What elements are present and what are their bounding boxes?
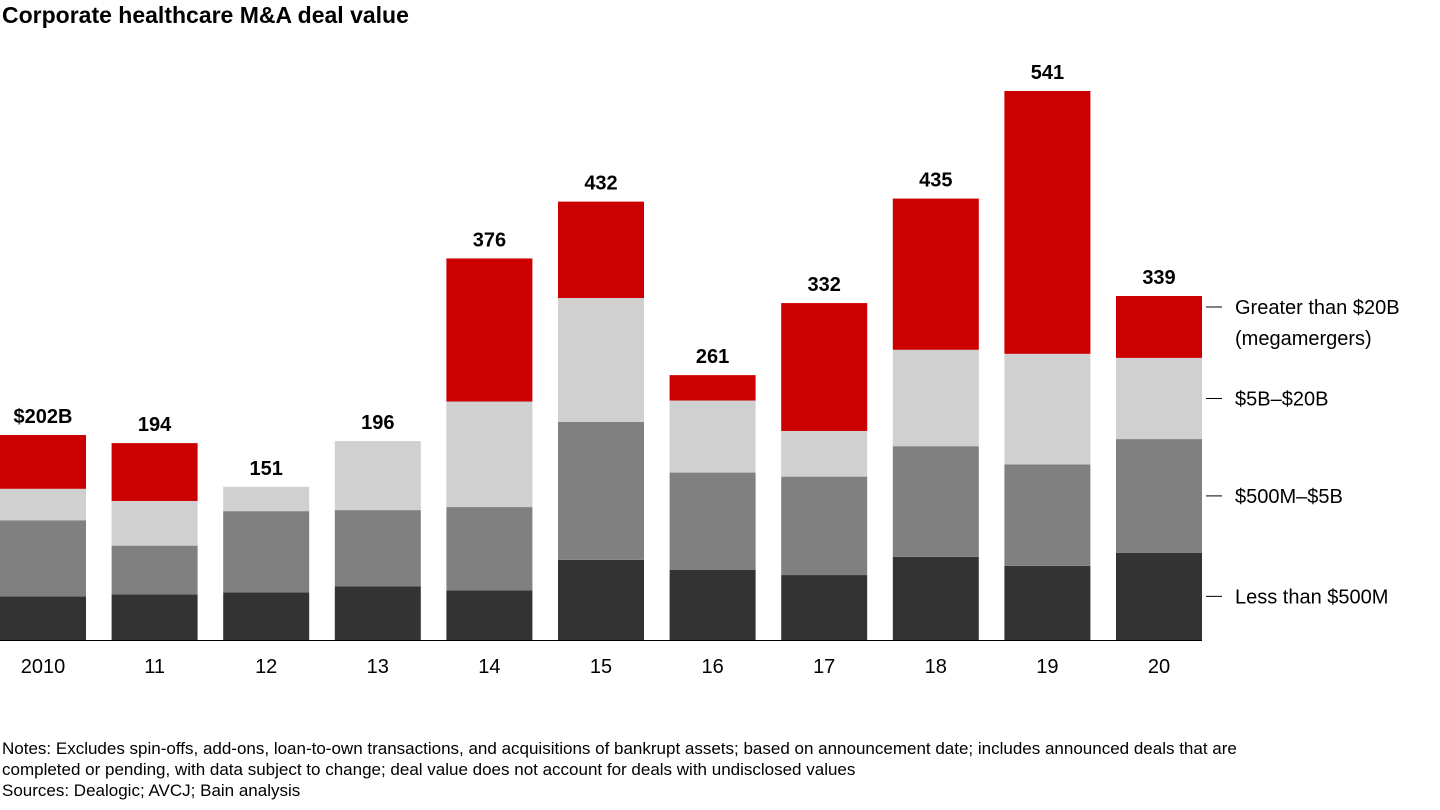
bar-segment — [446, 507, 533, 591]
bar-segment — [781, 303, 868, 431]
total-label: 196 — [361, 412, 394, 434]
bar-segment — [223, 511, 310, 593]
bar-segment — [1004, 464, 1091, 566]
bar-segment — [111, 545, 198, 595]
bar-segment — [1004, 353, 1091, 465]
bar-segment — [669, 375, 756, 401]
bar-segment — [892, 198, 979, 350]
bar-segment — [0, 596, 86, 640]
bar-segment — [111, 443, 198, 501]
bar-segment — [558, 298, 644, 422]
x-tick-label: 18 — [925, 656, 947, 678]
notes-line-1: Notes: Excludes spin-offs, add-ons, loan… — [2, 739, 1237, 758]
notes-line-2: completed or pending, with data subject … — [2, 760, 856, 779]
bar-segment — [111, 594, 198, 640]
x-tick-label: 16 — [701, 656, 723, 678]
x-tick-label: 12 — [255, 656, 277, 678]
bar-segment — [558, 201, 644, 299]
total-label: 435 — [919, 170, 952, 192]
bar-segment — [892, 556, 979, 640]
bar-segment — [892, 446, 979, 557]
total-label: 541 — [1031, 62, 1064, 84]
bar-segment — [669, 400, 756, 473]
legend-label: Greater than $20B — [1235, 297, 1400, 319]
x-tick-label: 2010 — [21, 656, 66, 678]
bar-segment — [334, 510, 421, 587]
bar-segment — [446, 590, 533, 640]
legend-label: (megamergers) — [1235, 328, 1372, 350]
chart-title: Corporate healthcare M&A deal value — [2, 2, 409, 28]
x-tick-label: 19 — [1036, 656, 1058, 678]
bar-segment — [781, 476, 868, 576]
total-label: 261 — [696, 346, 729, 368]
total-label: 332 — [808, 274, 841, 296]
bar-segment — [669, 472, 756, 570]
x-tick-label: 17 — [813, 656, 835, 678]
legend-label: $500M–$5B — [1235, 486, 1343, 508]
total-label: 151 — [250, 458, 283, 480]
bar-segment — [111, 500, 198, 546]
total-label: 376 — [473, 229, 506, 251]
bar-segment — [781, 575, 868, 640]
bar-segment — [223, 592, 310, 640]
bar-segment — [558, 559, 644, 640]
bar-segment — [558, 421, 644, 560]
bar-segment — [0, 520, 86, 597]
total-label: 194 — [138, 414, 172, 436]
bar-segment — [0, 488, 86, 521]
legend-label: $5B–$20B — [1235, 388, 1328, 410]
total-label: 432 — [584, 173, 617, 195]
x-tick-label: 14 — [478, 656, 500, 678]
bar-segment — [223, 486, 310, 512]
bar-segment — [334, 441, 421, 511]
legend-label: Less than $500M — [1235, 586, 1388, 608]
bar-segment — [1004, 91, 1091, 354]
bar-segment — [334, 586, 421, 640]
bar-segment — [1116, 357, 1202, 440]
x-tick-label: 20 — [1148, 656, 1170, 678]
bar-segment — [892, 349, 979, 447]
bar-segment — [446, 258, 533, 402]
x-tick-label: 13 — [367, 656, 389, 678]
bar-segment — [1116, 439, 1202, 553]
total-label: 339 — [1142, 267, 1175, 289]
bar-segment — [1116, 552, 1202, 640]
total-label: $202B — [14, 406, 73, 428]
bar-segment — [1116, 295, 1202, 358]
bar-segment — [446, 401, 533, 508]
bar-segment — [0, 435, 86, 489]
sources: Sources: Dealogic; AVCJ; Bain analysis — [2, 781, 301, 800]
x-tick-label: 11 — [144, 656, 165, 678]
bar-segment — [669, 569, 756, 640]
bar-segment — [1004, 565, 1091, 640]
bar-segment — [781, 430, 868, 477]
x-tick-label: 15 — [590, 656, 612, 678]
